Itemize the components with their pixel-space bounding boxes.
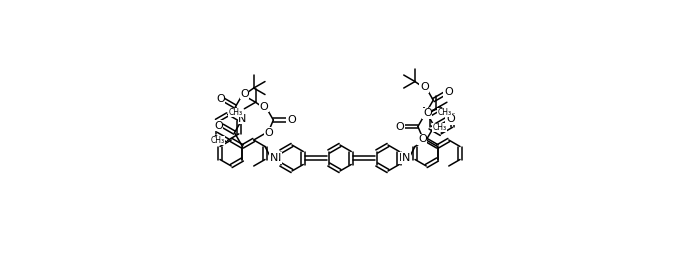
Text: N: N: [273, 153, 282, 163]
Text: N: N: [402, 153, 410, 163]
Text: CH₃: CH₃: [433, 123, 447, 132]
Text: O: O: [260, 102, 268, 112]
Text: N: N: [270, 153, 278, 163]
Text: O: O: [396, 121, 405, 132]
Text: CH₃: CH₃: [437, 108, 452, 117]
Text: O: O: [265, 128, 273, 138]
Text: N: N: [398, 153, 407, 163]
Text: O: O: [420, 82, 428, 92]
Text: CH₃: CH₃: [228, 108, 243, 117]
Text: O: O: [287, 115, 296, 125]
Text: N: N: [422, 107, 430, 117]
Text: CH₃: CH₃: [211, 136, 224, 145]
Text: O: O: [240, 89, 249, 99]
Text: O: O: [444, 87, 453, 97]
Text: O: O: [418, 135, 427, 145]
Text: O: O: [214, 121, 223, 131]
Text: O: O: [423, 108, 432, 118]
Text: N: N: [238, 114, 247, 124]
Text: O: O: [216, 94, 224, 104]
Text: O: O: [446, 114, 455, 124]
